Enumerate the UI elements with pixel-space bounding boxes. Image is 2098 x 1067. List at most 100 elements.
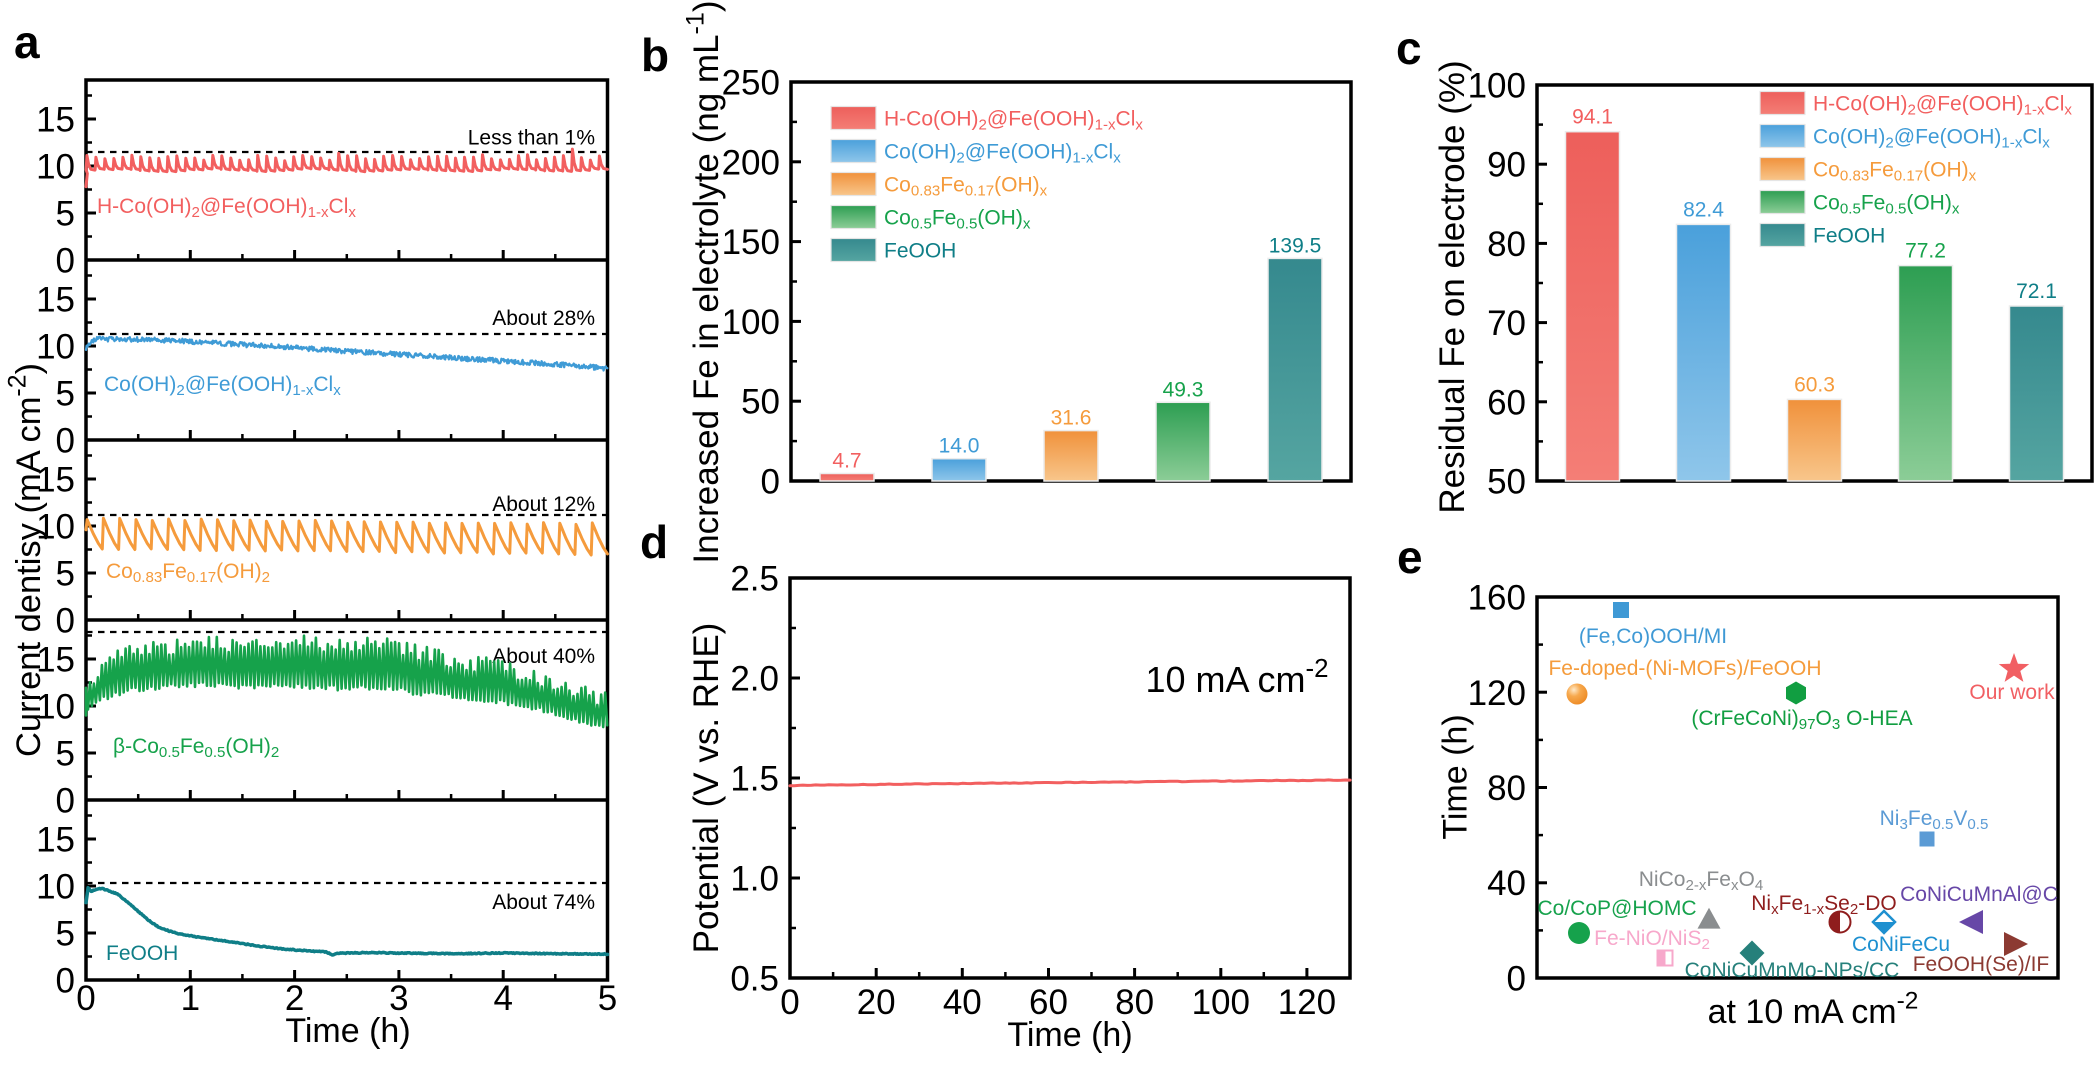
svg-text:14.0: 14.0 [939, 435, 980, 458]
svg-text:FeOOH: FeOOH [884, 240, 956, 263]
svg-text:Co0.5Fe0.5(OH)x: Co0.5Fe0.5(OH)x [1813, 192, 1960, 218]
svg-text:50: 50 [1487, 463, 1526, 502]
svg-text:3: 3 [389, 979, 408, 1018]
svg-text:5: 5 [56, 735, 75, 774]
svg-text:H-Co(OH)2@Fe(OOH)1-xClx: H-Co(OH)2@Fe(OOH)1-xClx [884, 108, 1143, 134]
svg-text:40: 40 [1487, 864, 1526, 903]
svg-text:60: 60 [1029, 983, 1068, 1022]
svg-text:60: 60 [1487, 383, 1526, 422]
svg-text:0.5: 0.5 [730, 960, 779, 999]
svg-text:5: 5 [56, 555, 75, 594]
svg-text:Fe-doped-(Ni-MOFs)/FeOOH: Fe-doped-(Ni-MOFs)/FeOOH [1548, 657, 1821, 680]
svg-text:31.6: 31.6 [1051, 407, 1092, 430]
svg-text:60.3: 60.3 [1794, 373, 1835, 396]
svg-text:Co0.5Fe0.5(OH)x: Co0.5Fe0.5(OH)x [884, 207, 1031, 233]
svg-text:70: 70 [1487, 304, 1526, 343]
svg-text:2.5: 2.5 [730, 560, 779, 599]
svg-text:Current dentisy (mA cm-2): Current dentisy (mA cm-2) [5, 363, 49, 757]
svg-text:Co0.83Fe0.17(OH)x: Co0.83Fe0.17(OH)x [884, 174, 1048, 200]
svg-text:4.7: 4.7 [832, 450, 861, 473]
svg-text:40: 40 [943, 983, 982, 1022]
svg-text:49.3: 49.3 [1163, 378, 1204, 401]
svg-text:5: 5 [56, 915, 75, 954]
svg-text:80: 80 [1487, 225, 1526, 264]
svg-text:at 10 mA cm-2: at 10 mA cm-2 [1708, 988, 1919, 1031]
svg-text:H-Co(OH)2@Fe(OOH)1-xClx: H-Co(OH)2@Fe(OOH)1-xClx [97, 195, 356, 221]
svg-text:5: 5 [598, 979, 617, 1018]
svg-text:Co(OH)2@Fe(OOH)1-xClx: Co(OH)2@Fe(OOH)1-xClx [1813, 126, 2050, 152]
svg-text:d: d [640, 516, 668, 568]
svg-text:100: 100 [722, 303, 780, 342]
svg-text:Time (h): Time (h) [1437, 714, 1475, 839]
svg-text:20: 20 [857, 983, 896, 1022]
svg-text:CoNiCuMnAl@C: CoNiCuMnAl@C [1900, 883, 2058, 906]
svg-text:2.0: 2.0 [730, 660, 779, 699]
svg-text:Time (h): Time (h) [1007, 1016, 1132, 1054]
svg-text:120: 120 [1468, 674, 1526, 713]
svg-text:15: 15 [36, 281, 75, 320]
svg-text:FeOOH: FeOOH [106, 942, 178, 965]
svg-text:(CrFeCoNi)97O3 O-HEA: (CrFeCoNi)97O3 O-HEA [1691, 707, 1912, 733]
svg-text:0: 0 [56, 782, 75, 821]
svg-text:Ni3Fe0.5V0.5: Ni3Fe0.5V0.5 [1880, 807, 1989, 833]
svg-text:15: 15 [36, 821, 75, 860]
svg-text:0: 0 [56, 422, 75, 461]
svg-text:Potential (V vs. RHE): Potential (V vs. RHE) [687, 623, 726, 954]
svg-text:94.1: 94.1 [1572, 106, 1613, 129]
svg-text:4: 4 [493, 979, 512, 1018]
svg-text:(Fe,Co)OOH/MI: (Fe,Co)OOH/MI [1579, 625, 1727, 648]
svg-text:About 40%: About 40% [492, 645, 595, 668]
svg-text:10: 10 [36, 148, 75, 187]
svg-text:82.4: 82.4 [1683, 198, 1724, 221]
svg-text:50: 50 [741, 383, 780, 422]
svg-text:CoNiCuMnMo-NPs/CC: CoNiCuMnMo-NPs/CC [1685, 959, 1900, 982]
svg-text:100: 100 [1468, 67, 1526, 106]
svg-text:H-Co(OH)2@Fe(OOH)1-xClx: H-Co(OH)2@Fe(OOH)1-xClx [1813, 93, 2072, 119]
svg-text:e: e [1397, 531, 1423, 583]
svg-text:10: 10 [36, 328, 75, 367]
svg-text:FeOOH: FeOOH [1813, 225, 1885, 248]
svg-text:10: 10 [36, 688, 75, 727]
svg-text:10: 10 [36, 868, 75, 907]
svg-text:Co0.83Fe0.17(OH)2: Co0.83Fe0.17(OH)2 [106, 560, 270, 586]
svg-text:1.0: 1.0 [730, 860, 779, 899]
svg-text:NiCo2-xFexO4: NiCo2-xFexO4 [1639, 868, 1763, 894]
svg-text:Less than 1%: Less than 1% [468, 127, 595, 150]
svg-text:160: 160 [1468, 579, 1526, 618]
svg-text:15: 15 [36, 461, 75, 500]
svg-text:139.5: 139.5 [1269, 234, 1322, 257]
svg-text:0: 0 [761, 463, 780, 502]
svg-text:0: 0 [56, 962, 75, 1001]
svg-text:120: 120 [1278, 983, 1336, 1022]
svg-text:0: 0 [780, 983, 799, 1022]
svg-text:250: 250 [722, 64, 780, 103]
svg-text:10: 10 [36, 508, 75, 547]
svg-text:1.5: 1.5 [730, 760, 779, 799]
svg-text:5: 5 [56, 375, 75, 414]
svg-text:0: 0 [1507, 960, 1526, 999]
svg-text:a: a [14, 16, 40, 68]
svg-text:b: b [641, 29, 669, 81]
svg-text:c: c [1396, 22, 1422, 74]
svg-text:80: 80 [1115, 983, 1154, 1022]
svg-text:About 74%: About 74% [492, 891, 595, 914]
svg-text:0: 0 [56, 602, 75, 641]
svg-text:100: 100 [1192, 983, 1250, 1022]
svg-text:Fe-NiO/NiS2: Fe-NiO/NiS2 [1594, 927, 1710, 953]
svg-text:150: 150 [722, 223, 780, 262]
svg-text:200: 200 [722, 143, 780, 182]
svg-text:5: 5 [56, 195, 75, 234]
svg-text:72.1: 72.1 [2016, 280, 2057, 303]
svg-text:2: 2 [285, 979, 304, 1018]
svg-text:Co(OH)2@Fe(OOH)1-xClx: Co(OH)2@Fe(OOH)1-xClx [104, 373, 341, 399]
svg-text:Co/CoP@HOMC: Co/CoP@HOMC [1537, 897, 1696, 920]
svg-text:0: 0 [56, 242, 75, 281]
svg-text:15: 15 [36, 101, 75, 140]
svg-text:CoNiFeCu: CoNiFeCu [1852, 933, 1950, 956]
svg-text:About 28%: About 28% [492, 307, 595, 330]
svg-text:Time (h): Time (h) [285, 1012, 410, 1050]
svg-text:Co(OH)2@Fe(OOH)1-xClx: Co(OH)2@Fe(OOH)1-xClx [884, 141, 1121, 167]
svg-text:80: 80 [1487, 769, 1526, 808]
svg-text:1: 1 [181, 979, 200, 1018]
svg-text:77.2: 77.2 [1905, 240, 1946, 263]
